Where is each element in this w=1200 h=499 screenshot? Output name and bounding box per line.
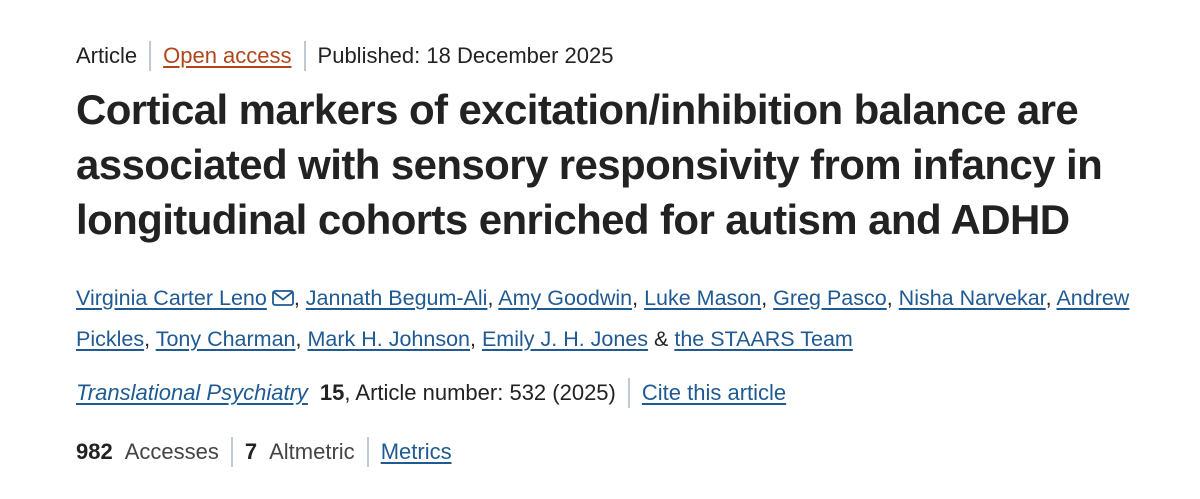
author-link[interactable]: Amy Goodwin [498, 286, 633, 310]
author-separator: , [761, 286, 768, 310]
article-meta: Article Open access Published: 18 Decemb… [76, 40, 1166, 72]
author-separator: , [295, 327, 302, 351]
author-link[interactable]: Emily J. H. Jones [481, 327, 649, 351]
author-separator: , [632, 286, 639, 310]
journal-volume: 15 [319, 380, 345, 405]
mail-icon[interactable] [271, 290, 294, 306]
author-separator: , [1045, 286, 1052, 310]
author-link[interactable]: Greg Pasco [773, 286, 887, 310]
article-number: , Article number: 532 (2025) [344, 380, 616, 405]
author-separator: , [144, 327, 151, 351]
metrics-link[interactable]: Metrics [380, 439, 452, 464]
altmetric-count: 7 [244, 439, 258, 464]
altmetric-label: Altmetric [269, 439, 355, 464]
author-link-team[interactable]: the STAARS Team [674, 327, 853, 351]
journal-link[interactable]: Translational Psychiatry [76, 380, 308, 405]
metrics-separator [366, 437, 369, 467]
cite-article-link[interactable]: Cite this article [641, 380, 787, 405]
author-link[interactable]: Virginia Carter Leno [76, 286, 267, 310]
citation-row: Translational Psychiatry 15 , Article nu… [76, 377, 1166, 409]
article-type: Article [76, 43, 138, 68]
author-separator: , [487, 286, 494, 310]
author-separator: , [470, 327, 476, 351]
article-header: Article Open access Published: 18 Decemb… [76, 40, 1166, 468]
author-link[interactable]: Andrew Pickles [76, 286, 1130, 351]
published-date: Published: 18 December 2025 [317, 43, 614, 68]
author-link[interactable]: Mark H. Johnson [307, 327, 470, 351]
open-access-link[interactable]: Open access [163, 43, 292, 68]
citation-separator [627, 378, 630, 408]
meta-separator [303, 41, 306, 71]
metrics-row: 982 Accesses 7 Altmetric Metrics [76, 436, 1166, 468]
accesses-count: 982 [76, 439, 113, 464]
author-link[interactable]: Luke Mason [644, 286, 762, 310]
author-ampersand: & [654, 327, 669, 351]
meta-separator [149, 41, 152, 71]
author-link[interactable]: Nisha Narvekar [898, 286, 1046, 310]
metrics-separator [230, 437, 233, 467]
author-separator: , [886, 286, 893, 310]
author-list: Virginia Carter Leno, Jannath Begum-Ali,… [76, 278, 1166, 360]
author-link[interactable]: Jannath Begum-Ali [305, 286, 488, 310]
article-title: Cortical markers of excitation/inhibitio… [76, 86, 1103, 243]
author-link[interactable]: Tony Charman [155, 327, 296, 351]
author-separator: , [293, 286, 300, 310]
accesses-label: Accesses [124, 439, 219, 464]
